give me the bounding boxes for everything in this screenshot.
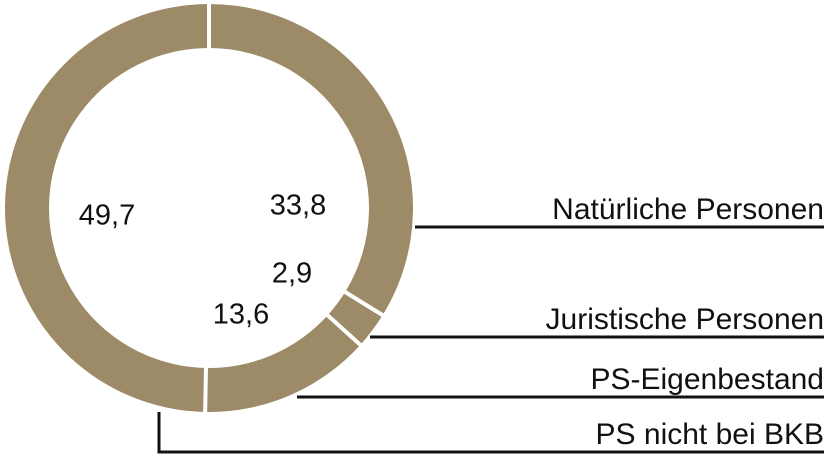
slice-separator	[343, 289, 385, 318]
leader-lines	[157, 225, 824, 454]
data-labels: 33,8 2,913,6 49,7	[79, 190, 326, 331]
slice-separator	[325, 313, 363, 347]
legend-label-ps-eigenbestand: PS-Eigenbestand	[591, 363, 825, 396]
slice-ps-nicht-bei-bkb	[5, 4, 210, 412]
data-label-juristische-personen: 2,9	[272, 258, 312, 290]
legend: Natürliche Personen Juristische Personen P…	[546, 193, 824, 451]
leader-line-ps-nicht-bei-bkb	[157, 412, 824, 454]
legend-label-juristische-personen: Juristische Personen	[546, 303, 824, 336]
slice-separator	[203, 366, 209, 414]
data-label-ps-eigenbestand: 13,6	[213, 299, 269, 331]
legend-label-natuerliche-personen: Natürliche Personen	[552, 193, 824, 226]
data-label-natuerliche-personen: 33,8	[270, 190, 326, 222]
donut-slices	[5, 3, 413, 414]
slice-ps-eigenbestand	[205, 315, 361, 412]
data-label-ps-nicht-bei-bkb: 49,7	[79, 200, 135, 232]
slice-juristische-personen	[327, 292, 383, 345]
legend-label-ps-nicht-bei-bkb: PS nicht bei BKB	[596, 418, 824, 451]
slice-natuerliche-personen	[209, 4, 413, 316]
